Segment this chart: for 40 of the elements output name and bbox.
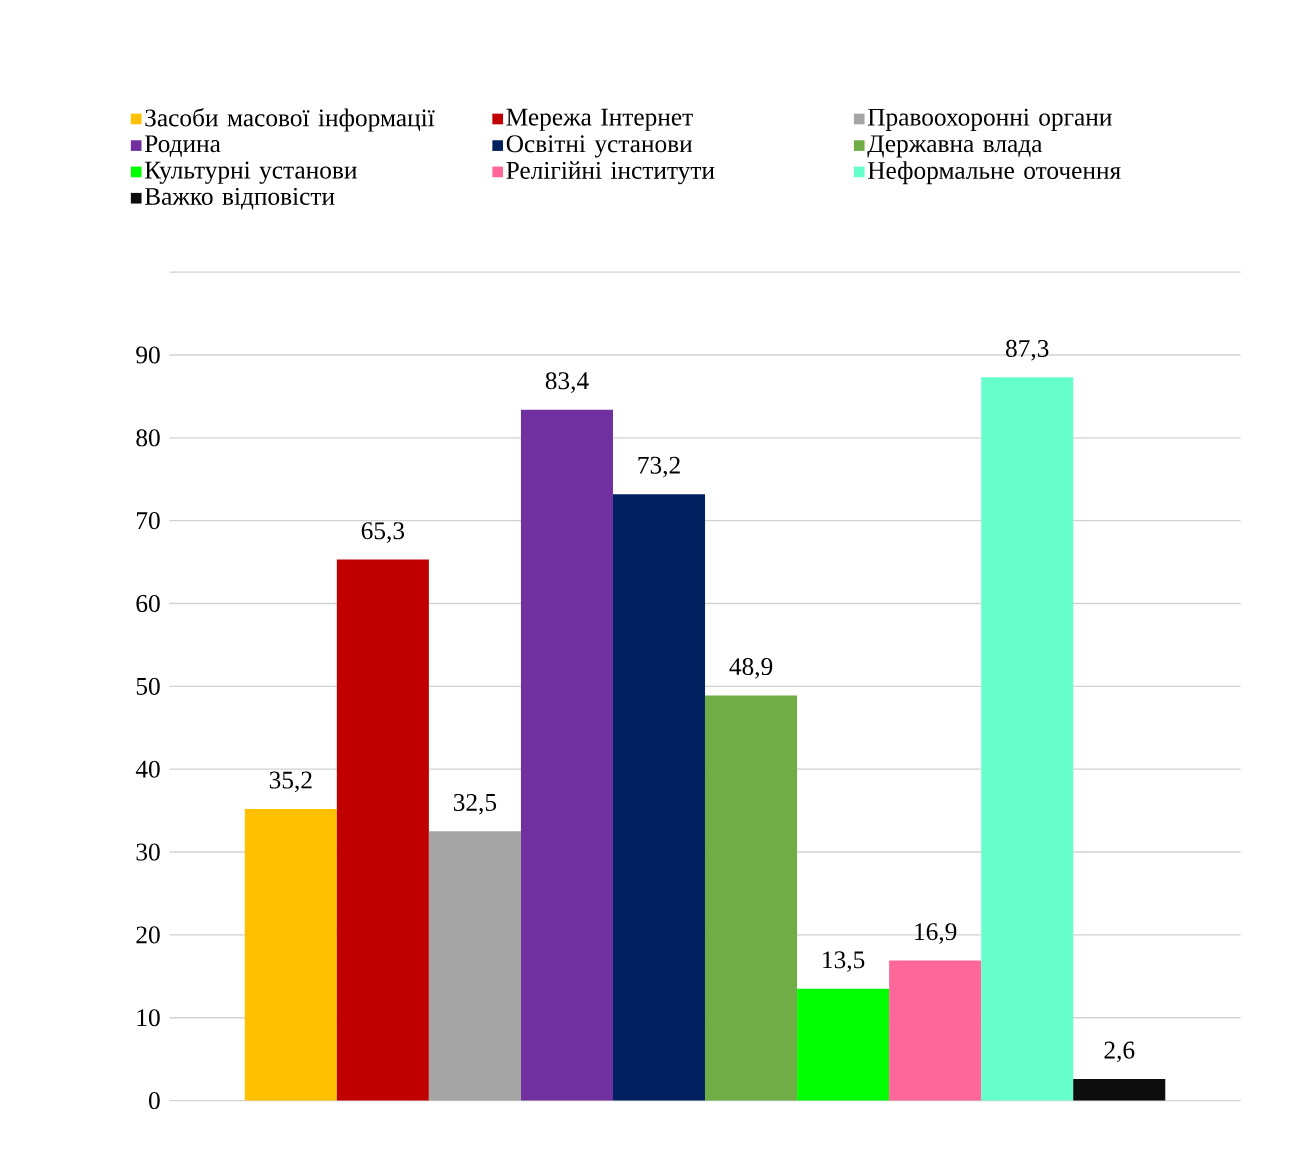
legend-label: Родина	[144, 135, 221, 157]
legend-label: Важко відповісти	[144, 187, 335, 210]
bar	[336, 559, 429, 1101]
bar	[1073, 1078, 1166, 1101]
legend-label: Релігійні інститути	[506, 161, 715, 185]
y-tick-label: 40	[135, 760, 160, 778]
y-tick-label: 50	[136, 677, 160, 695]
data-label: 16,9	[915, 923, 957, 944]
bar	[244, 808, 337, 1101]
data-label: 87,3	[1005, 339, 1049, 361]
bar	[981, 377, 1074, 1101]
y-tick-label: 60	[136, 594, 160, 612]
legend-label: Державна влада	[867, 135, 1043, 158]
data-label: 83,4	[545, 372, 589, 393]
data-label: 32,5	[453, 793, 497, 815]
y-tick-label: 10	[137, 1009, 160, 1027]
legend-label: Засоби масової інформації	[145, 107, 435, 132]
bar	[612, 494, 706, 1101]
y-tick-label: 20	[136, 926, 160, 944]
data-label: 35,2	[269, 771, 312, 793]
y-tick-label: 70	[137, 511, 160, 530]
data-label: 73,2	[638, 456, 680, 478]
y-tick-label: 30	[136, 843, 160, 861]
data-label: 2,6	[1104, 1041, 1135, 1063]
legend-label: Мережа Інтернет	[506, 108, 693, 131]
legend-label: Освітні установи	[506, 135, 693, 158]
bar	[520, 409, 613, 1101]
bar	[889, 960, 982, 1101]
bar	[428, 831, 521, 1101]
bar	[705, 695, 798, 1101]
data-label: 65,3	[361, 522, 405, 543]
bar	[797, 988, 890, 1101]
y-tick-label: 0	[149, 1091, 160, 1109]
data-label: 48,9	[729, 657, 773, 679]
legend-label: Правоохоронні органи	[867, 108, 1112, 131]
legend-label: Культурні установи	[144, 161, 357, 184]
y-tick-label: 80	[136, 429, 160, 447]
legend-label: Неформальне оточення	[867, 161, 1121, 185]
y-tick-label: 90	[136, 346, 160, 364]
data-label: 13,5	[823, 951, 865, 972]
